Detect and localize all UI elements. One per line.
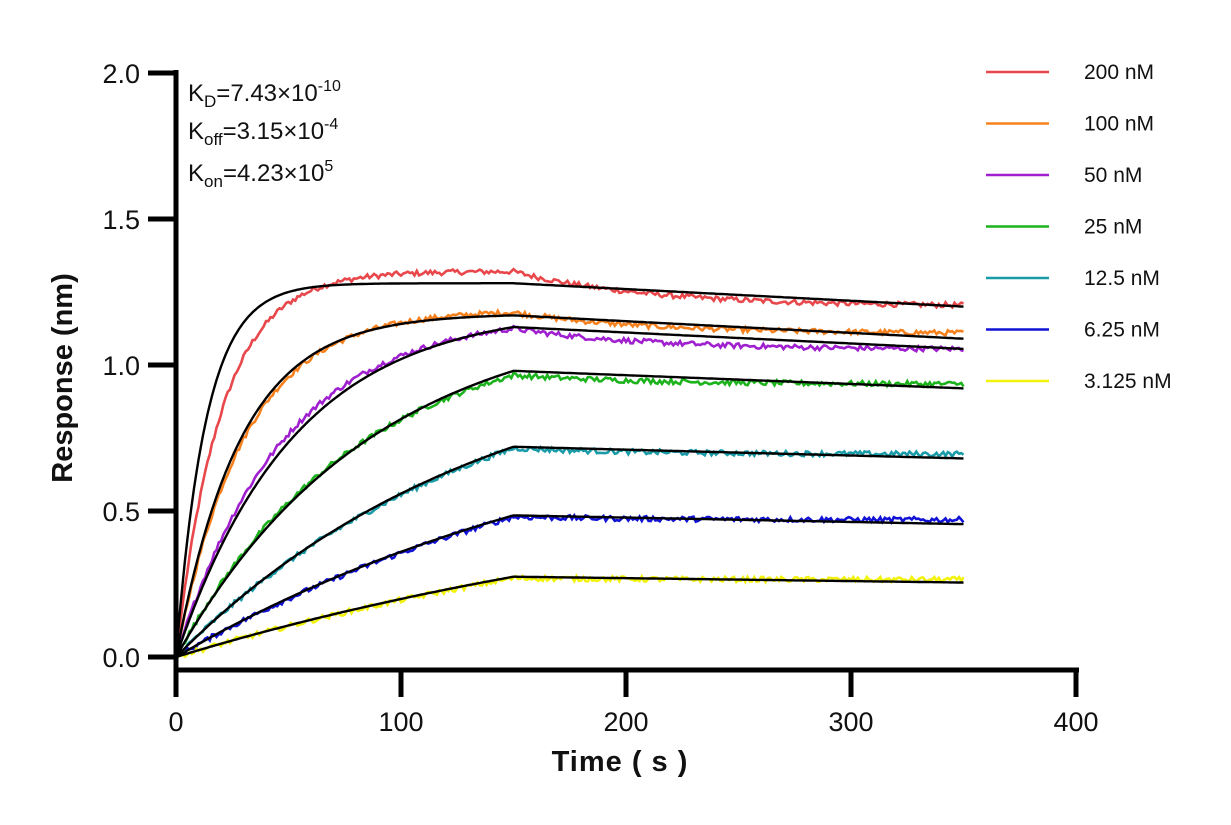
series-25-nm-fit — [174, 369, 964, 658]
kd-annotation: KD=7.43×10-10 — [188, 78, 341, 111]
y-axis-title: Response (nm) — [47, 273, 79, 482]
series-3-125-nm-data — [175, 573, 965, 659]
kinetic-constants: KD=7.43×10-10 Koff=3.15×10-4 Kon=4.23×10… — [188, 78, 341, 191]
series-100-nm-fit — [174, 314, 964, 658]
x-tick-label: 300 — [828, 707, 873, 737]
series-6-25-nm-fit — [175, 514, 964, 659]
legend: 200 nM 100 nM 50 nM 25 nM 12.5 nM 6.25 nM 3.12… — [986, 61, 1172, 393]
series-6-25-nm-data — [175, 512, 965, 659]
y-tick-label: 0.0 — [102, 643, 140, 673]
series-200-nm-fit — [174, 282, 964, 658]
y-ticks: 0.0 0.5 1.0 1.5 2.0 — [102, 59, 176, 673]
kon-annotation: Kon=4.23×105 — [188, 158, 333, 191]
legend-label-25-nm: 25 nM — [1084, 216, 1142, 239]
series-100-nm-data — [174, 307, 964, 658]
fit-lines — [174, 282, 964, 659]
y-tick-label: 2.0 — [102, 59, 140, 89]
legend-label-12-5-nm: 12.5 nM — [1084, 267, 1160, 290]
series-50-nm-data — [174, 324, 964, 658]
legend-label-6-25-nm: 6.25 nM — [1084, 319, 1160, 342]
x-axis-title: Time ( s ) — [552, 746, 689, 778]
x-tick-label: 200 — [603, 707, 648, 737]
x-tick-label: 0 — [168, 707, 183, 737]
plot-area — [174, 267, 965, 659]
x-tick-label: 100 — [378, 707, 423, 737]
series-3-125-nm-fit — [175, 575, 964, 659]
legend-label-3-125-nm: 3.125 nM — [1084, 370, 1172, 393]
y-tick-label: 1.5 — [102, 205, 140, 235]
y-tick-label: 1.0 — [102, 351, 140, 381]
x-ticks: 0 100 200 300 400 — [168, 670, 1099, 737]
legend-label-100-nm: 100 nM — [1084, 113, 1154, 136]
series-200-nm-data — [174, 267, 965, 658]
series-12-5-nm-fit — [175, 445, 964, 658]
x-tick-label: 400 — [1053, 707, 1098, 737]
koff-annotation: Koff=3.15×10-4 — [188, 116, 338, 149]
legend-label-50-nm: 50 nM — [1084, 164, 1142, 187]
legend-label-200-nm: 200 nM — [1084, 61, 1154, 84]
y-tick-label: 0.5 — [102, 497, 140, 527]
series-50-nm-fit — [174, 325, 964, 658]
series-12-5-nm-data — [175, 444, 965, 658]
